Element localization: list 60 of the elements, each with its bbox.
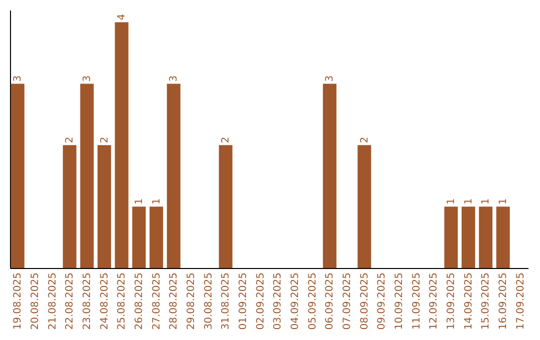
bar bbox=[10, 84, 24, 268]
bar bbox=[150, 206, 164, 268]
x-tick-label: 15.09.2025 bbox=[480, 272, 492, 330]
x-tick-label: 01.09.2025 bbox=[238, 272, 249, 330]
bar bbox=[218, 145, 232, 268]
x-tick-label: 29.08.2025 bbox=[186, 272, 197, 330]
data-label: 2 bbox=[64, 136, 76, 144]
bar bbox=[322, 84, 336, 268]
x-tick-label: 07.09.2025 bbox=[342, 272, 354, 330]
x-tick-label: 17.09.2025 bbox=[515, 272, 526, 330]
x-tick-label: 26.08.2025 bbox=[134, 272, 145, 330]
x-tick-label: 22.08.2025 bbox=[64, 272, 76, 330]
x-tick-label: 28.08.2025 bbox=[168, 272, 180, 330]
x-tick-label: 27.08.2025 bbox=[151, 272, 162, 330]
x-tick-label: 12.09.2025 bbox=[428, 272, 440, 330]
bar bbox=[444, 206, 458, 268]
bar bbox=[478, 206, 492, 268]
data-label: 3 bbox=[12, 75, 24, 82]
data-label: 1 bbox=[446, 198, 458, 205]
x-tick-label: 25.08.2025 bbox=[116, 272, 128, 330]
x-tick-label: 05.09.2025 bbox=[307, 272, 318, 330]
x-tick-label: 23.08.2025 bbox=[82, 272, 93, 330]
data-label: 1 bbox=[463, 198, 474, 205]
x-tick-label: 04.09.2025 bbox=[290, 272, 302, 330]
x-tick-label: 09.09.2025 bbox=[376, 272, 388, 330]
x-tick-label: 08.09.2025 bbox=[359, 272, 370, 330]
bar bbox=[98, 145, 112, 268]
data-label: 2 bbox=[359, 136, 370, 144]
x-tick-label: 20.08.2025 bbox=[30, 272, 41, 330]
data-label: 1 bbox=[480, 198, 492, 205]
x-tick-label: 06.09.2025 bbox=[324, 272, 336, 330]
bar bbox=[132, 206, 146, 268]
data-label: 1 bbox=[134, 198, 145, 205]
data-label: 3 bbox=[82, 75, 93, 82]
x-tick-label: 31.08.2025 bbox=[220, 272, 232, 330]
data-label: 2 bbox=[99, 136, 110, 144]
x-tick-label: 30.08.2025 bbox=[203, 272, 214, 330]
x-tick-label: 14.09.2025 bbox=[463, 272, 474, 330]
data-label: 4 bbox=[116, 14, 128, 20]
x-tick-label: 16.09.2025 bbox=[498, 272, 510, 330]
x-tick-label: 02.09.2025 bbox=[255, 272, 266, 330]
x-tick-label: 13.09.2025 bbox=[446, 272, 458, 330]
x-tick-label: 19.08.2025 bbox=[12, 272, 24, 330]
x-tick-label: 21.08.2025 bbox=[47, 272, 58, 330]
data-label: 3 bbox=[168, 75, 180, 82]
bar bbox=[496, 206, 510, 268]
data-label: 2 bbox=[220, 136, 232, 144]
x-tick-label: 11.09.2025 bbox=[411, 272, 422, 330]
bar bbox=[462, 206, 476, 268]
bar bbox=[166, 84, 180, 268]
bar bbox=[62, 145, 76, 268]
x-tick-label: 10.09.2025 bbox=[394, 272, 406, 330]
data-label: 1 bbox=[498, 198, 510, 205]
x-tick-label: 24.08.2025 bbox=[99, 272, 110, 330]
bar bbox=[114, 22, 128, 268]
bar bbox=[80, 84, 94, 268]
data-label: 3 bbox=[324, 75, 336, 82]
bar bbox=[358, 145, 372, 268]
data-label: 1 bbox=[151, 198, 162, 205]
x-tick-label: 03.09.2025 bbox=[272, 272, 284, 330]
